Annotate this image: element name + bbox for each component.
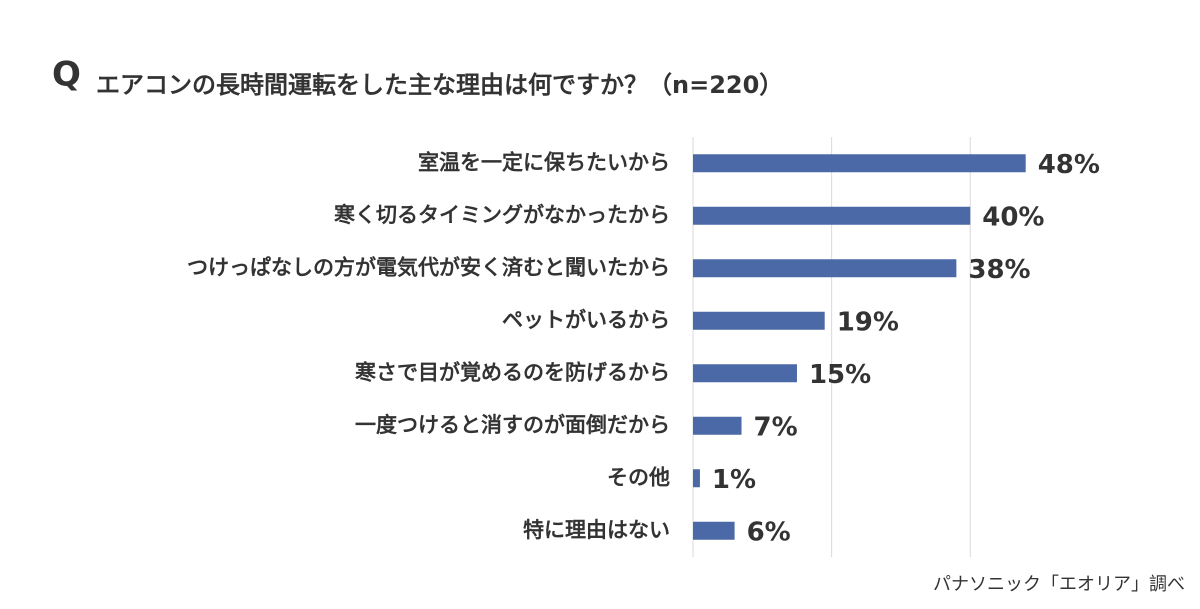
- bar: [693, 259, 957, 278]
- bar: [693, 206, 971, 225]
- category-label: つけっぱなしの方が電気代が安く済むと聞いたから: [187, 255, 670, 279]
- value-label: 19%: [837, 307, 899, 337]
- value-label: 1%: [712, 465, 756, 495]
- category-label: 特に理由はない: [523, 518, 670, 542]
- bar: [693, 469, 700, 488]
- category-label: 室温を一定に保ちたいから: [418, 150, 670, 174]
- value-label: 7%: [754, 412, 798, 442]
- category-label: その他: [607, 465, 670, 489]
- source-note: パナソニック「エオリア」調べ: [933, 574, 1185, 595]
- value-label: 6%: [747, 517, 791, 547]
- value-label: 15%: [809, 360, 871, 390]
- category-label: 寒さで目が覚めるのを防げるから: [355, 360, 670, 384]
- category-label: 一度つけると消すのが面倒だから: [355, 413, 670, 437]
- bar: [693, 154, 1026, 173]
- question-mark: Q: [52, 55, 81, 95]
- value-label: 48%: [1038, 150, 1100, 180]
- value-label: 40%: [982, 202, 1044, 232]
- bar: [693, 311, 825, 330]
- bar: [693, 416, 742, 435]
- category-label: ペットがいるから: [502, 308, 670, 332]
- bar: [693, 364, 797, 383]
- category-label: 寒く切るタイミングがなかったから: [334, 203, 670, 227]
- bar: [693, 521, 735, 540]
- chart-title: エアコンの長時間運転をした主な理由は何ですか？（n=220）: [96, 71, 783, 99]
- value-label: 38%: [968, 255, 1030, 285]
